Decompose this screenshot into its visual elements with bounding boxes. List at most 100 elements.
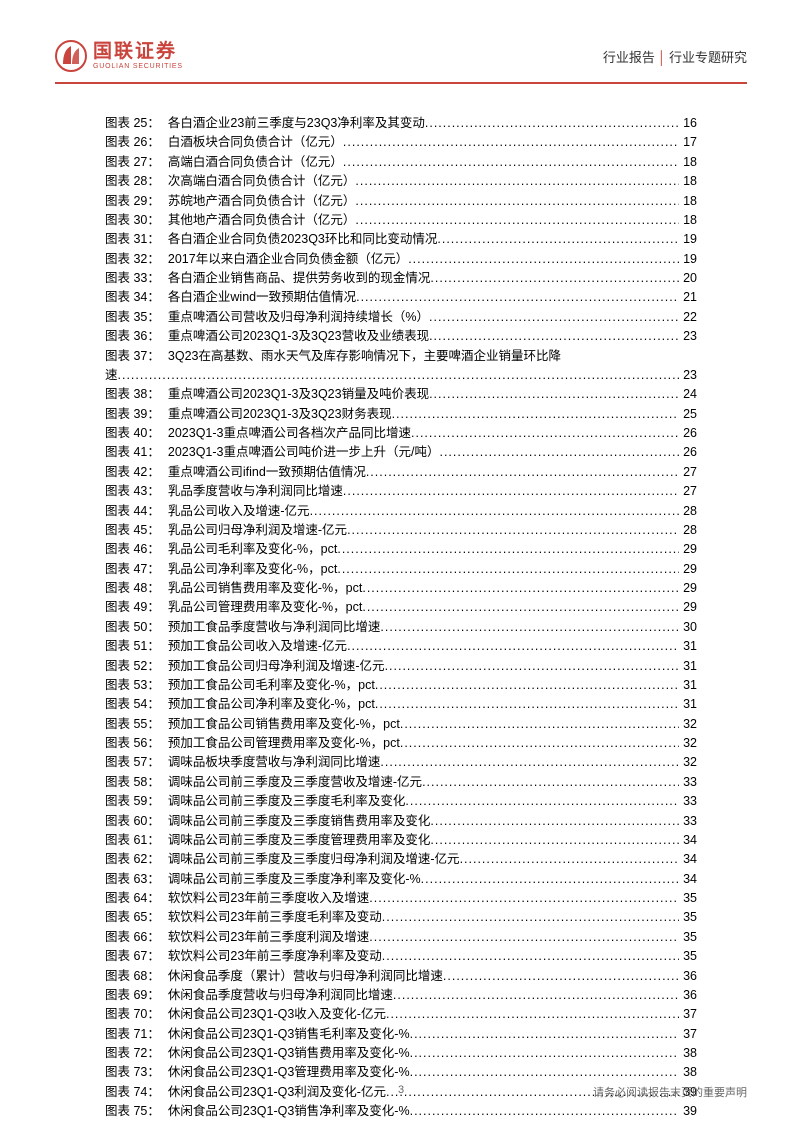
logo-icon bbox=[55, 40, 87, 72]
toc-leader-dots bbox=[439, 443, 679, 462]
toc-label: 图表 34： bbox=[105, 288, 168, 307]
toc-page: 39 bbox=[679, 1102, 697, 1121]
toc-title: 各白酒企业wind一致预期估值情况 bbox=[168, 288, 356, 307]
toc-label: 图表 42： bbox=[105, 463, 168, 482]
toc-title: 3Q23在高基数、雨水天气及库存影响情况下，主要啤酒企业销量环比降 bbox=[168, 347, 561, 366]
toc-leader-dots bbox=[343, 153, 679, 172]
toc-entry: 图表 68：休闲食品季度（累计）营收与归母净利润同比增速36 bbox=[105, 967, 697, 986]
toc-title: 软饮料公司23年前三季度净利率及变动 bbox=[168, 947, 382, 966]
toc-leader-dots bbox=[422, 773, 679, 792]
toc-entry: 图表 30：其他地产酒合同负债合计（亿元）18 bbox=[105, 211, 697, 230]
toc-label: 图表 53： bbox=[105, 676, 168, 695]
toc-title: 乳品公司毛利率及变化-%，pct bbox=[168, 540, 337, 559]
toc-leader-dots bbox=[337, 540, 679, 559]
toc-label: 图表 26： bbox=[105, 133, 168, 152]
toc-page: 36 bbox=[679, 986, 697, 1005]
toc-label: 图表 60： bbox=[105, 812, 168, 831]
toc-leader-dots bbox=[430, 831, 679, 850]
toc-page: 22 bbox=[679, 308, 697, 327]
toc-entry: 图表 48：乳品公司销售费用率及变化-%，pct29 bbox=[105, 579, 697, 598]
toc-label: 图表 71： bbox=[105, 1025, 168, 1044]
toc-page: 32 bbox=[679, 753, 697, 772]
toc-title: 速 bbox=[105, 366, 118, 385]
toc-entry: 图表 66：软饮料公司23年前三季度利润及增速35 bbox=[105, 928, 697, 947]
toc-label: 图表 73： bbox=[105, 1063, 168, 1082]
toc-leader-dots bbox=[410, 1102, 680, 1121]
toc-title: 苏皖地产酒合同负债合计（亿元） bbox=[168, 192, 356, 211]
toc-entry: 图表 52：预加工食品公司归母净利润及增速-亿元31 bbox=[105, 657, 697, 676]
toc-leader-dots bbox=[411, 424, 679, 443]
toc-leader-dots bbox=[362, 579, 679, 598]
toc-leader-dots bbox=[355, 211, 679, 230]
toc-label: 图表 57： bbox=[105, 753, 168, 772]
toc-leader-dots bbox=[366, 463, 679, 482]
toc-page: 19 bbox=[679, 250, 697, 269]
toc-entry: 图表 55：预加工食品公司销售费用率及变化-%，pct32 bbox=[105, 715, 697, 734]
toc-page: 28 bbox=[679, 502, 697, 521]
toc-page: 35 bbox=[679, 928, 697, 947]
toc-label: 图表 47： bbox=[105, 560, 168, 579]
toc-entry: 图表 47：乳品公司净利率及变化-%，pct29 bbox=[105, 560, 697, 579]
toc-entry: 图表 50：预加工食品季度营收与净利润同比增速30 bbox=[105, 618, 697, 637]
toc-page: 31 bbox=[679, 676, 697, 695]
toc-leader-dots bbox=[392, 405, 680, 424]
toc-label: 图表 69： bbox=[105, 986, 168, 1005]
toc-title: 预加工食品季度营收与净利润同比增速 bbox=[168, 618, 381, 637]
toc-page: 28 bbox=[679, 521, 697, 540]
toc-title: 预加工食品公司净利率及变化-%，pct bbox=[168, 695, 375, 714]
toc-page: 20 bbox=[679, 269, 697, 288]
separator-icon: │ bbox=[658, 50, 666, 65]
toc-label: 图表 58： bbox=[105, 773, 168, 792]
toc-page: 31 bbox=[679, 657, 697, 676]
toc-leader-dots bbox=[460, 850, 680, 869]
toc-leader-dots bbox=[343, 482, 679, 501]
toc-entry: 图表 35：重点啤酒公司营收及归母净利润持续增长（%）22 bbox=[105, 308, 697, 327]
page-footer: 3 请务必阅读报告末页的重要声明 bbox=[55, 1084, 747, 1098]
toc-page: 21 bbox=[679, 288, 697, 307]
table-of-contents: 图表 25：各白酒企业23前三季度与23Q3净利率及其变动16图表 26：白酒板… bbox=[55, 84, 747, 1122]
toc-label: 图表 29： bbox=[105, 192, 168, 211]
page-header: 国联证券 GUOLIAN SECURITIES 行业报告│行业专题研究 bbox=[55, 40, 747, 84]
toc-entry: 图表 63：调味品公司前三季度及三季度净利率及变化-%34 bbox=[105, 870, 697, 889]
toc-title: 休闲食品季度（累计）营收与归母净利润同比增速 bbox=[168, 967, 443, 986]
toc-entry: 图表 56：预加工食品公司管理费用率及变化-%，pct32 bbox=[105, 734, 697, 753]
toc-entry: 图表 67：软饮料公司23年前三季度净利率及变动35 bbox=[105, 947, 697, 966]
toc-page: 38 bbox=[679, 1044, 697, 1063]
toc-title: 乳品公司销售费用率及变化-%，pct bbox=[168, 579, 362, 598]
toc-label: 图表 59： bbox=[105, 792, 168, 811]
toc-title: 调味品公司前三季度及三季度净利率及变化-% bbox=[168, 870, 421, 889]
toc-title: 其他地产酒合同负债合计（亿元） bbox=[168, 211, 356, 230]
toc-entry: 图表 31：各白酒企业合同负债2023Q3环比和同比变动情况19 bbox=[105, 230, 697, 249]
toc-label: 图表 67： bbox=[105, 947, 168, 966]
toc-entry: 图表 39：重点啤酒公司2023Q1-3及3Q23财务表现25 bbox=[105, 405, 697, 424]
toc-title: 调味品公司前三季度及三季度毛利率及变化 bbox=[168, 792, 406, 811]
toc-label: 图表 52： bbox=[105, 657, 168, 676]
toc-leader-dots bbox=[380, 618, 679, 637]
toc-leader-dots bbox=[425, 114, 679, 133]
toc-entry: 图表 44：乳品公司收入及增速-亿元28 bbox=[105, 502, 697, 521]
toc-page: 18 bbox=[679, 172, 697, 191]
toc-label: 图表 33： bbox=[105, 269, 168, 288]
logo-text: 国联证券 GUOLIAN SECURITIES bbox=[93, 42, 183, 70]
toc-leader-dots bbox=[380, 753, 679, 772]
toc-leader-dots bbox=[355, 172, 679, 191]
toc-leader-dots bbox=[408, 250, 679, 269]
toc-leader-dots bbox=[386, 1005, 679, 1024]
toc-title: 调味品公司前三季度及三季度销售费用率及变化 bbox=[168, 812, 431, 831]
toc-leader-dots bbox=[382, 908, 679, 927]
toc-label: 图表 54： bbox=[105, 695, 168, 714]
toc-entry: 图表 46：乳品公司毛利率及变化-%，pct29 bbox=[105, 540, 697, 559]
toc-title: 重点啤酒公司营收及归母净利润持续增长（%） bbox=[168, 308, 429, 327]
toc-label: 图表 68： bbox=[105, 967, 168, 986]
toc-entry: 图表 25：各白酒企业23前三季度与23Q3净利率及其变动16 bbox=[105, 114, 697, 133]
toc-label: 图表 28： bbox=[105, 172, 168, 191]
toc-leader-dots bbox=[362, 598, 679, 617]
toc-entry: 图表 59：调味品公司前三季度及三季度毛利率及变化33 bbox=[105, 792, 697, 811]
toc-page: 16 bbox=[679, 114, 697, 133]
header-category: 行业报告│行业专题研究 bbox=[603, 47, 747, 66]
toc-entry: 图表 51：预加工食品公司收入及增速-亿元31 bbox=[105, 637, 697, 656]
toc-entry: 图表 33：各白酒企业销售商品、提供劳务收到的现金情况20 bbox=[105, 269, 697, 288]
toc-page: 26 bbox=[679, 424, 697, 443]
toc-page: 32 bbox=[679, 734, 697, 753]
logo: 国联证券 GUOLIAN SECURITIES bbox=[55, 40, 183, 72]
